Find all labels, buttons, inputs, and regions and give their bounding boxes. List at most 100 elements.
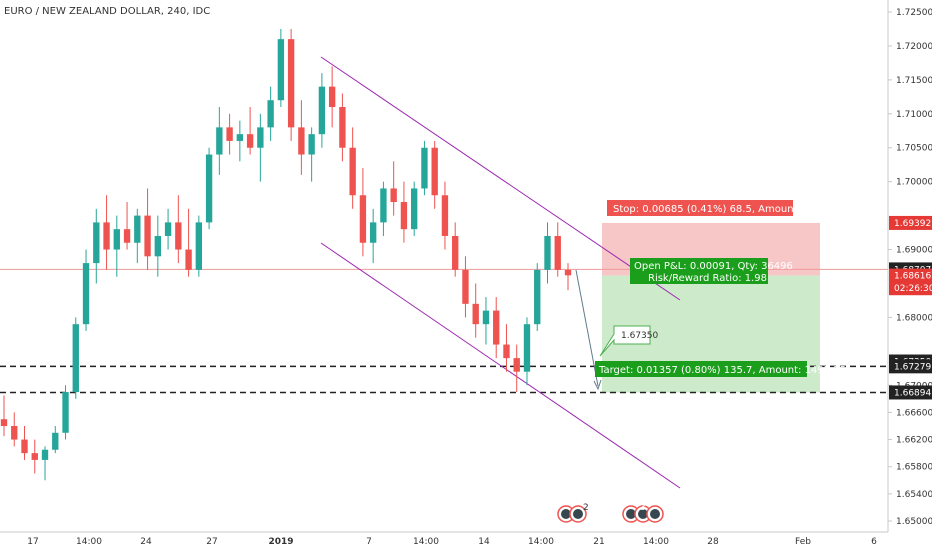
candle-body <box>421 147 428 189</box>
candle-series <box>0 28 572 481</box>
y-tick-label: 1.65800 <box>896 463 932 473</box>
candle-body <box>503 344 510 359</box>
price-label-bg <box>889 385 932 400</box>
candle-body <box>452 235 459 270</box>
x-tick-label: 14:00 <box>643 537 669 547</box>
flag-icon-dot <box>650 509 660 519</box>
x-tick-label: 14:00 <box>76 537 102 547</box>
candle-body <box>564 269 572 276</box>
candle-body <box>62 392 69 433</box>
x-tick-label: Feb <box>795 537 811 547</box>
x-tick-label: 14:00 <box>528 537 554 547</box>
chart-title: EURO / NEW ZEALAND DOLLAR, 240, IDC <box>4 6 210 17</box>
candle-body <box>134 215 141 243</box>
x-tick-label: 24 <box>140 537 152 547</box>
candle-body <box>154 235 161 257</box>
price-label-bg <box>889 268 932 283</box>
price-label-text: 1.66894 <box>894 388 931 398</box>
target-label-text: Target: 0.01357 (0.80%) 135.7, Amount: 1… <box>598 365 846 376</box>
price-label-bg <box>889 359 932 374</box>
price-label-text: 1.67279 <box>894 362 931 372</box>
time-axis[interactable]: 17 14:00 24 27 2019 7 14:00 14 14:00 21 14:00 28 Feb… <box>27 537 877 547</box>
x-tick-label: 2019 <box>268 537 293 547</box>
y-tick-label: 1.69000 <box>896 246 932 256</box>
candle-body <box>185 249 192 270</box>
forecast-arrow-head <box>593 379 602 391</box>
pnl-label-box: Open P&L: 0.00091, Qty: 36496 Risk/Rewar… <box>630 258 793 284</box>
candle-body <box>72 324 79 393</box>
channel-lower-line[interactable] <box>320 242 681 489</box>
candle-body <box>390 188 397 203</box>
candle-body <box>52 432 59 450</box>
forecast-arrow[interactable] <box>575 269 599 387</box>
candle-body <box>523 324 531 372</box>
candle-body <box>339 107 346 148</box>
candle-body <box>267 100 274 128</box>
event-group-a[interactable]: 2 <box>557 503 589 523</box>
candle-body <box>226 127 233 141</box>
candle-body <box>175 222 182 250</box>
price-axis-labels: 1.693921.687071.6861602:26:301.673501.67… <box>889 215 932 400</box>
channel-upper-line[interactable] <box>320 56 681 301</box>
event-count-b: 3 <box>640 503 646 513</box>
candle-body <box>236 134 244 141</box>
candle-body <box>328 86 336 108</box>
candle-body <box>287 39 295 128</box>
candle-body <box>205 154 213 223</box>
candle-body <box>123 229 131 243</box>
x-tick-label: 27 <box>206 537 217 547</box>
candle-body <box>113 229 120 250</box>
candle-body <box>41 449 49 460</box>
candle-body <box>493 310 500 345</box>
stop-label-text: Stop: 0.00685 (0.41%) 68.5, Amount: 750 <box>613 204 823 215</box>
candle-body <box>298 127 305 155</box>
y-tick-label: 1.72000 <box>896 42 932 52</box>
flag-icon-dot <box>573 509 583 519</box>
y-tick-label: 1.66600 <box>896 408 932 418</box>
x-tick-label: 14 <box>478 537 490 547</box>
candle-body <box>441 195 449 236</box>
y-tick-label: 1.71000 <box>896 110 932 120</box>
y-tick-label: 1.66200 <box>896 436 932 446</box>
event-count-a: 2 <box>583 503 589 513</box>
candle-body <box>103 222 110 250</box>
candle-body <box>482 310 490 325</box>
event-markers[interactable]: 2 3 <box>557 503 664 523</box>
candle-body <box>144 215 151 257</box>
flag-icon-dot <box>561 509 571 519</box>
x-tick-label: 6 <box>871 537 877 547</box>
x-tick-label: 21 <box>593 537 604 547</box>
candle-body <box>308 134 315 155</box>
candle-body <box>82 263 90 325</box>
candle-body <box>216 127 223 155</box>
price-label-bg <box>889 215 932 230</box>
price-label-text: 02:26:30 <box>894 284 932 294</box>
candle-body <box>380 188 387 223</box>
candle-body <box>472 303 479 325</box>
y-tick-label: 1.70000 <box>896 178 932 188</box>
candle-body <box>318 86 326 135</box>
x-tick-label: 17 <box>27 537 38 547</box>
candle-body <box>462 269 469 304</box>
y-tick-label: 1.71500 <box>896 76 932 86</box>
chart-grid <box>888 11 892 522</box>
price-label-bg <box>889 281 932 296</box>
flag-icon-dot <box>626 509 636 519</box>
stop-label-box: Stop: 0.00685 (0.41%) 68.5, Amount: 750 <box>607 200 823 216</box>
x-tick-label: 14:00 <box>413 537 439 547</box>
x-tick-label: 7 <box>366 537 372 547</box>
candle-body <box>431 147 438 196</box>
y-tick-label: 1.65400 <box>896 490 932 500</box>
price-label-text: 1.69392 <box>894 219 931 229</box>
y-tick-label: 1.72500 <box>896 8 932 18</box>
candle-body <box>411 188 418 230</box>
candle-body <box>11 425 18 440</box>
candle-body <box>400 202 408 230</box>
event-group-b[interactable]: 3 <box>622 503 664 523</box>
candle-body <box>246 134 254 148</box>
candle-body <box>544 235 551 270</box>
candle-body <box>554 235 561 270</box>
callout-text: 1.67350 <box>621 331 658 341</box>
price-callout[interactable]: 1.67350 <box>599 325 658 357</box>
